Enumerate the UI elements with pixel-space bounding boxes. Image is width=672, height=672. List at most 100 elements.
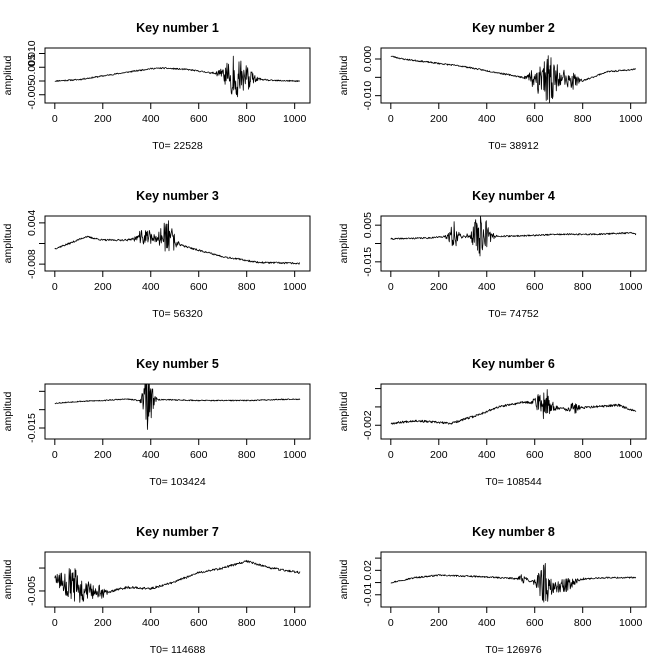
x-tick-label: 400 bbox=[142, 449, 160, 461]
x-tick-label: 600 bbox=[526, 617, 544, 629]
x-tick-label: 800 bbox=[574, 113, 592, 125]
series-line-1 bbox=[54, 383, 301, 430]
panel-7: Key number 7 amplitud 0 200 400 600 800 1000 -0.… bbox=[2, 525, 311, 656]
x-tick-label: 400 bbox=[142, 617, 160, 629]
x-tick-label: 0 bbox=[388, 449, 394, 461]
x-axis-label: T0= 103424 bbox=[149, 476, 206, 488]
x-tick-label: 200 bbox=[94, 617, 112, 629]
x-tick-label: 800 bbox=[238, 617, 256, 629]
y-axis-label: amplitud bbox=[338, 56, 350, 96]
x-axis-label: T0= 114688 bbox=[150, 644, 206, 656]
x-tick-label: 800 bbox=[574, 617, 592, 629]
x-tick-label: 200 bbox=[94, 113, 112, 125]
y-tick-label: -0.010 bbox=[362, 81, 374, 111]
series-line-1 bbox=[54, 220, 301, 265]
x-tick-label: 400 bbox=[142, 113, 160, 125]
y-axis-label: amplitud bbox=[2, 56, 14, 96]
x-tick-label: 400 bbox=[478, 281, 496, 293]
x-tick-label: 800 bbox=[238, 113, 256, 125]
x-tick-label: 1000 bbox=[619, 617, 643, 629]
series-line-1 bbox=[54, 559, 301, 603]
x-tick-label: 600 bbox=[526, 281, 544, 293]
panel-title: Key number 7 bbox=[136, 525, 219, 539]
panel-2: Key number 2 amplitud 0 200 400 600 800 1000 -0.… bbox=[338, 21, 647, 152]
x-tick-label: 800 bbox=[574, 281, 592, 293]
plot-frame bbox=[44, 47, 311, 104]
x-tick-label: 0 bbox=[388, 617, 394, 629]
x-tick-label: 400 bbox=[142, 281, 160, 293]
plot-frame bbox=[44, 383, 311, 440]
x-tick-label: 200 bbox=[430, 449, 448, 461]
x-tick-label: 200 bbox=[94, 281, 112, 293]
y-axis-label: amplitud bbox=[2, 392, 14, 432]
panel-6: Key number 6 amplitud 0 200 400 600 800 1000 -0.… bbox=[338, 357, 647, 488]
x-axis-label: T0= 74752 bbox=[488, 308, 539, 320]
plot-frame bbox=[380, 551, 647, 608]
y-tick-label: -0.005 bbox=[26, 80, 38, 110]
x-tick-label: 600 bbox=[190, 113, 208, 125]
x-tick-label: 1000 bbox=[619, 113, 643, 125]
plot-frame bbox=[44, 551, 311, 608]
y-axis-label: amplitud bbox=[338, 224, 350, 264]
panel-8: Key number 8 amplitud 0 200 400 600 800 1000 -0.… bbox=[338, 525, 647, 656]
panel-title: Key number 4 bbox=[472, 189, 555, 203]
x-tick-label: 200 bbox=[430, 617, 448, 629]
y-tick-label: -0.015 bbox=[26, 413, 38, 443]
x-tick-label: 600 bbox=[526, 113, 544, 125]
x-tick-label: 600 bbox=[190, 449, 208, 461]
x-tick-label: 400 bbox=[478, 449, 496, 461]
plot-frame bbox=[380, 383, 647, 440]
panel-title: Key number 3 bbox=[136, 189, 219, 203]
y-tick-label: 0.005 bbox=[362, 212, 374, 238]
panel-3: Key number 3 amplitud 0 200 400 600 800 1000 -0.… bbox=[2, 189, 311, 320]
x-tick-label: 1000 bbox=[283, 113, 307, 125]
x-tick-label: 400 bbox=[478, 617, 496, 629]
panel-4: Key number 4 amplitud 0 200 400 600 800 1000 -0.… bbox=[338, 189, 647, 320]
panel-1: Key number 1 amplitud 0 200 400 600 800 1000 -0.… bbox=[2, 21, 311, 152]
y-tick-label: -0.005 bbox=[26, 576, 38, 606]
panel-title: Key number 8 bbox=[472, 525, 555, 539]
y-tick-label: -0.01 bbox=[362, 583, 374, 607]
y-axis-label: amplitud bbox=[2, 560, 14, 600]
series-line-1 bbox=[390, 215, 637, 257]
x-tick-label: 400 bbox=[478, 113, 496, 125]
series-line-1 bbox=[390, 389, 637, 425]
y-axis-label: amplitud bbox=[338, 392, 350, 432]
y-tick-label: -0.008 bbox=[26, 249, 38, 279]
x-tick-label: 0 bbox=[388, 281, 394, 293]
x-tick-label: 0 bbox=[52, 281, 58, 293]
y-tick-label: -0.015 bbox=[362, 247, 374, 277]
x-tick-label: 200 bbox=[94, 449, 112, 461]
plot-frame bbox=[380, 215, 647, 272]
x-tick-label: 1000 bbox=[283, 281, 307, 293]
x-tick-label: 800 bbox=[238, 449, 256, 461]
x-tick-label: 1000 bbox=[619, 449, 643, 461]
x-tick-label: 0 bbox=[52, 449, 58, 461]
x-tick-label: 0 bbox=[388, 113, 394, 125]
x-tick-label: 1000 bbox=[283, 449, 307, 461]
x-axis-label: T0= 56320 bbox=[152, 308, 203, 320]
panel-5: Key number 5 amplitud 0 200 400 600 800 1000 -0.… bbox=[2, 357, 311, 488]
y-tick-label: 0.000 bbox=[362, 46, 374, 72]
x-axis-label: T0= 126976 bbox=[485, 644, 542, 656]
plot-frame bbox=[380, 47, 647, 104]
panel-title: Key number 2 bbox=[472, 21, 555, 35]
y-axis-label: amplitud bbox=[338, 560, 350, 600]
y-tick-label: 0.005 bbox=[26, 54, 38, 80]
y-tick-label: -0.002 bbox=[362, 410, 374, 440]
series-line-1 bbox=[54, 55, 300, 98]
x-tick-label: 600 bbox=[190, 281, 208, 293]
x-tick-label: 1000 bbox=[619, 281, 643, 293]
y-tick-label: 0.02 bbox=[362, 560, 374, 581]
y-tick-label: 0.004 bbox=[26, 210, 38, 236]
x-axis-label: T0= 22528 bbox=[152, 140, 203, 152]
x-tick-label: 1000 bbox=[283, 617, 307, 629]
x-axis-label: T0= 38912 bbox=[488, 140, 539, 152]
x-tick-label: 600 bbox=[190, 617, 208, 629]
series-line-1 bbox=[390, 563, 637, 603]
x-tick-label: 200 bbox=[430, 113, 448, 125]
x-tick-label: 0 bbox=[52, 617, 58, 629]
x-axis-label: T0= 108544 bbox=[485, 476, 542, 488]
x-tick-label: 800 bbox=[238, 281, 256, 293]
